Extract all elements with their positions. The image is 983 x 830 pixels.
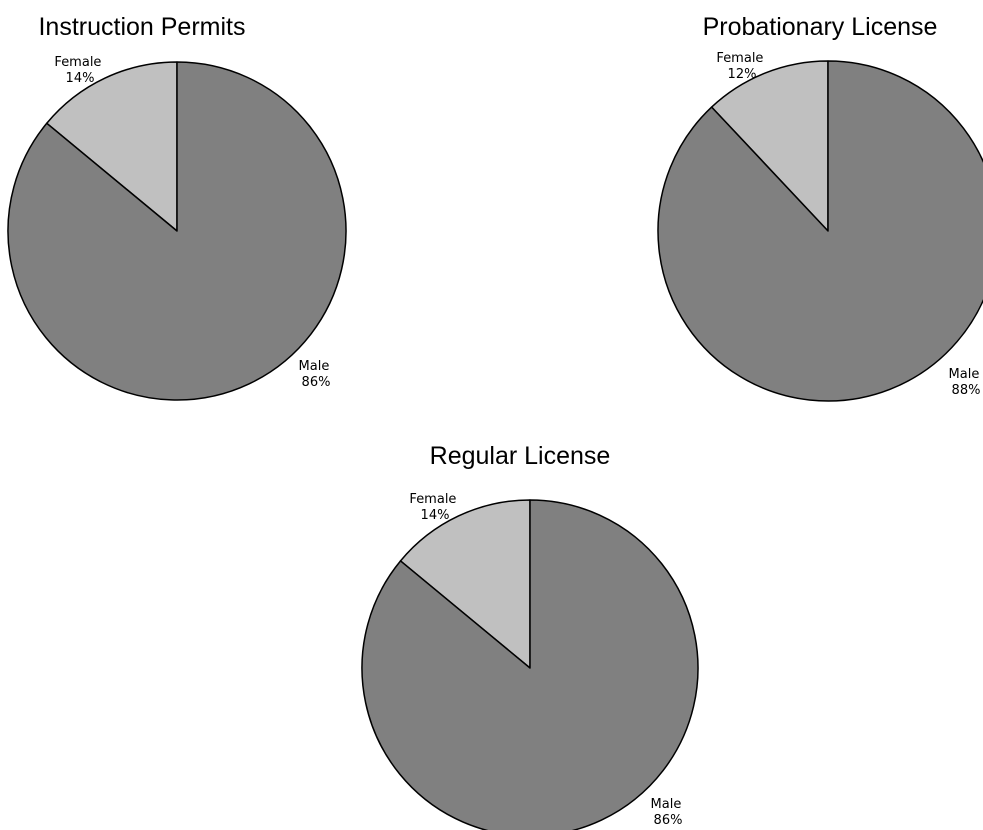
pie-slice-female	[46, 61, 178, 232]
female-percent-label: 12%	[728, 67, 757, 82]
female-name-label: Female	[716, 51, 763, 66]
female-name-label: Female	[409, 492, 456, 507]
pie-slices	[7, 61, 347, 401]
male-percent-label: 86%	[654, 813, 683, 828]
male-slice-label: Male 88%	[949, 367, 983, 398]
male-slice-label: Male 86%	[299, 359, 334, 390]
pie-slice-male	[7, 61, 347, 401]
male-percent-label: 86%	[302, 375, 331, 390]
female-percent-label: 14%	[421, 508, 450, 523]
probationary-license-pie-chart: Probationary License Female 12% Male 88%	[657, 13, 983, 402]
pie-slices	[657, 60, 983, 402]
female-name-label: Female	[54, 55, 101, 70]
male-name-label: Male	[299, 359, 330, 374]
female-slice-label: Female 14%	[54, 55, 105, 86]
pie-slice-female	[399, 499, 531, 669]
instruction-permits-pie-chart: Instruction Permits Female 14% Male 86%	[7, 13, 347, 401]
regular-license-pie-chart: Regular License Female 14% Male 86%	[361, 442, 699, 830]
male-name-label: Male	[651, 797, 682, 812]
female-slice-label: Female 12%	[716, 51, 767, 82]
pie-slice-male	[361, 499, 699, 830]
pie-slice-male	[657, 60, 983, 402]
chart-title: Probationary License	[703, 13, 938, 41]
chart-title: Regular License	[430, 442, 611, 470]
male-slice-label: Male 86%	[651, 797, 686, 828]
female-slice-label: Female 14%	[409, 492, 460, 523]
chart-title: Instruction Permits	[38, 13, 245, 41]
male-name-label: Male	[949, 367, 980, 382]
pie-slice-female	[710, 60, 829, 232]
pie-slices	[361, 499, 699, 830]
male-percent-label: 88%	[952, 383, 981, 398]
female-percent-label: 14%	[66, 71, 95, 86]
